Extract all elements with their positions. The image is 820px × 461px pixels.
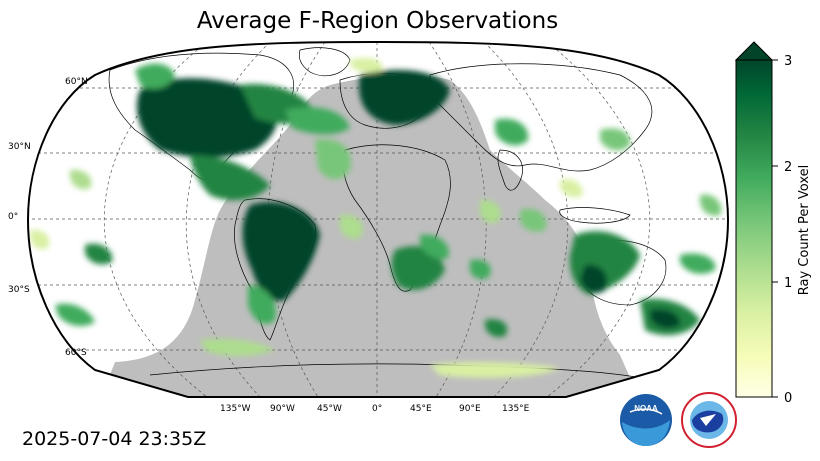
noaa-logo: NOAA xyxy=(620,394,672,446)
lon-label-45w: 45°W xyxy=(317,404,342,414)
lon-label-0: 0° xyxy=(372,404,382,414)
lat-label-60n: 60°N xyxy=(65,77,88,87)
lon-label-90e: 90°E xyxy=(459,404,481,414)
night-shade xyxy=(100,75,640,397)
lat-label-30n: 30°N xyxy=(8,142,31,152)
indonesia-outline xyxy=(559,207,631,224)
greenland-outline xyxy=(298,47,351,77)
colorbar-scale xyxy=(735,59,773,398)
lat-label-60s: 60°S xyxy=(65,348,87,358)
globe-outline xyxy=(26,40,730,398)
colorbar-extend-arrow xyxy=(734,41,774,61)
asia-outline xyxy=(429,63,653,172)
colorbar-label: Ray Count Per Voxel xyxy=(797,165,812,295)
lon-label-135e: 135°E xyxy=(502,404,530,414)
map-title: Average F-Region Observations xyxy=(196,8,559,34)
india-outline xyxy=(497,149,523,191)
lon-label-45e: 45°E xyxy=(410,404,432,414)
timestamp: 2025-07-04 23:35Z xyxy=(22,428,207,450)
colorbar-tick-3: 3 xyxy=(784,54,792,69)
lon-label-90w: 90°W xyxy=(270,404,295,414)
observation-field xyxy=(30,58,722,378)
colorbar-tick-1: 1 xyxy=(784,276,792,291)
lat-label-30s: 30°S xyxy=(8,285,30,295)
lon-label-135w: 135°W xyxy=(220,404,251,414)
colorbar-tick-0: 0 xyxy=(784,391,792,406)
graticule xyxy=(28,42,728,397)
colorbar-tick-2: 2 xyxy=(784,160,792,175)
nws-logo xyxy=(681,392,737,448)
lat-label-0: 0° xyxy=(8,212,18,222)
noaa-logo-text: NOAA xyxy=(634,404,658,413)
